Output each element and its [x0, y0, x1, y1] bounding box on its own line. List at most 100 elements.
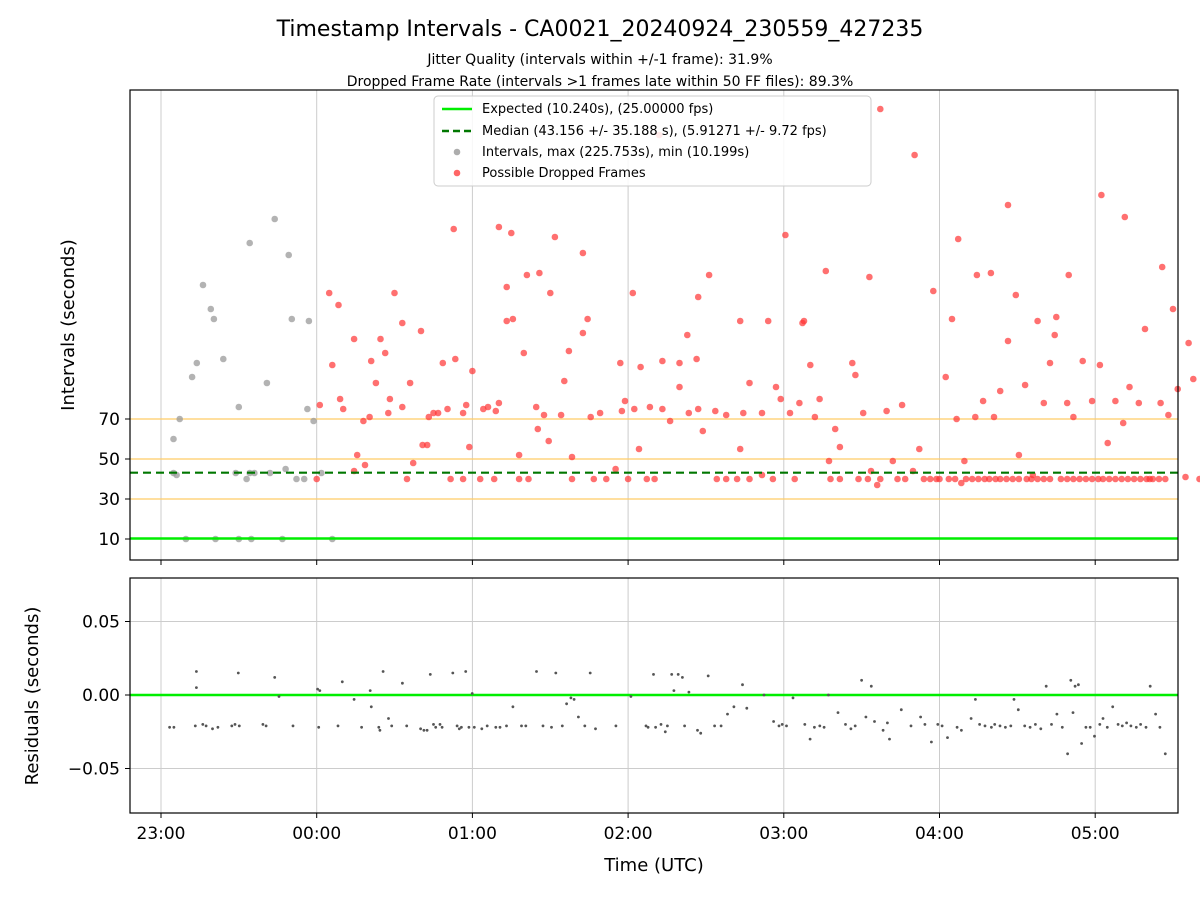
- dropped-frame-point: [758, 409, 766, 417]
- residual-point: [654, 725, 657, 729]
- dropped-frame-point: [534, 425, 542, 433]
- dropped-frame-point: [822, 267, 830, 275]
- residual-point: [732, 705, 736, 709]
- dropped-frame-point: [693, 355, 700, 363]
- interval-point: [304, 405, 311, 413]
- residual-point: [946, 736, 949, 739]
- dropped-frame-point: [403, 475, 411, 483]
- dropped-frame-point: [954, 235, 962, 243]
- dropped-frame-point: [945, 475, 953, 483]
- interval-point: [288, 315, 296, 323]
- dropped-frame-point: [836, 443, 844, 451]
- residual-point: [193, 724, 197, 728]
- dropped-frame-point: [490, 475, 498, 483]
- dropped-frame-point: [864, 475, 872, 483]
- dropped-frame-point: [1034, 475, 1041, 483]
- dropped-frame-point: [617, 359, 624, 367]
- dropped-frame-point: [565, 347, 573, 355]
- dropped-frame-point: [515, 475, 523, 483]
- residual-point: [659, 723, 663, 726]
- residuals-y-tick-label: 0.00: [82, 686, 120, 706]
- residual-point: [505, 724, 508, 728]
- dropped-frame-point: [852, 371, 859, 379]
- residual-point: [401, 681, 404, 685]
- residual-point: [1101, 717, 1105, 720]
- dropped-frame-point: [316, 401, 324, 409]
- residual-point: [923, 723, 927, 726]
- dropped-frame-point: [381, 349, 389, 357]
- residual-point: [1069, 678, 1073, 682]
- dropped-frame-point: [568, 475, 576, 483]
- dropped-frame-point: [430, 409, 437, 417]
- residual-point: [390, 724, 394, 728]
- residual-point: [172, 725, 176, 729]
- residual-point: [594, 727, 597, 731]
- dropped-frame-point: [1096, 361, 1104, 369]
- dropped-frame-point: [1135, 399, 1143, 407]
- interval-point: [220, 355, 227, 363]
- residual-point: [535, 670, 538, 673]
- interval-point: [207, 305, 215, 313]
- dropped-frame-point: [423, 441, 431, 449]
- dropped-frame-point: [942, 373, 949, 381]
- x-tick-label: 05:00: [1071, 824, 1120, 844]
- dropped-frame-point: [377, 335, 384, 343]
- dropped-frame-point: [406, 379, 414, 387]
- dropped-frame-point: [736, 317, 744, 325]
- residual-point: [368, 689, 372, 692]
- dropped-frame-point: [694, 293, 702, 301]
- dropped-frame-point: [459, 409, 467, 417]
- residual-point: [216, 725, 220, 729]
- dropped-frame-point: [911, 151, 918, 159]
- dropped-frame-point: [1070, 413, 1077, 421]
- dropped-frame-point: [590, 475, 598, 483]
- residual-point: [614, 724, 618, 728]
- dropped-frame-point: [1082, 475, 1090, 483]
- dropped-frame-point: [936, 475, 943, 483]
- legend: Expected (10.240s), (25.00000 fps) Media…: [433, 95, 872, 187]
- dropped-frame-point: [996, 387, 1004, 395]
- dropped-frame-point: [825, 457, 833, 465]
- residual-point: [873, 720, 876, 723]
- dropped-frame-point: [859, 409, 867, 417]
- dropped-frame-point: [1051, 331, 1058, 339]
- residual-point: [822, 725, 826, 729]
- x-tick-label: 02:00: [604, 824, 653, 844]
- residual-point: [233, 723, 237, 726]
- dropped-frame-point: [1112, 475, 1119, 483]
- interval-point: [199, 281, 207, 289]
- residual-point: [494, 725, 498, 729]
- residual-point: [455, 724, 459, 728]
- dropped-frame-point: [353, 451, 361, 459]
- dropped-frame-point: [532, 403, 540, 411]
- residual-point: [629, 695, 633, 698]
- dropped-frame-point: [981, 475, 988, 483]
- residual-point: [261, 723, 265, 726]
- dropped-frame-point: [746, 475, 753, 483]
- interval-point: [193, 359, 201, 367]
- dropped-frame-point: [621, 397, 629, 405]
- intervals-x-ticks: [160, 560, 1096, 565]
- residuals-plot: 0.05 0.00 −0.05 23:00 00:00 01:00 02:00 03:00 0…: [22, 577, 1179, 876]
- residual-point: [434, 725, 438, 729]
- chart-title: Timestamp Intervals - CA0021_20240924_23…: [276, 17, 924, 42]
- dropped-frame-point: [777, 395, 784, 403]
- dropped-frame-point: [1124, 475, 1132, 483]
- dropped-frame-point: [948, 315, 956, 323]
- residual-point: [457, 727, 461, 731]
- dropped-frame-point: [916, 445, 923, 453]
- interval-point: [271, 215, 279, 223]
- residual-point: [853, 724, 857, 728]
- residual-point: [1034, 723, 1037, 726]
- interval-point: [282, 465, 289, 473]
- dropped-frame-point: [920, 475, 928, 483]
- dropped-frame-point: [1004, 337, 1012, 345]
- residual-point: [969, 717, 973, 720]
- dropped-frame-point: [350, 335, 358, 343]
- residual-point: [472, 725, 476, 729]
- dropped-frame-point: [877, 475, 884, 483]
- dropped-frame-point: [637, 363, 644, 371]
- dropped-frame-point: [568, 453, 576, 461]
- residual-point: [719, 724, 723, 728]
- residuals-y-axis-label: Residuals (seconds): [22, 607, 43, 786]
